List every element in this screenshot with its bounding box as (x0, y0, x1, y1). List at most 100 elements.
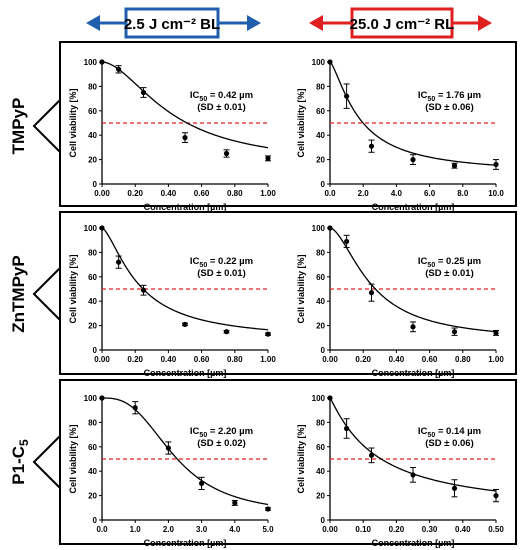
x-tick-label: 1.0 (130, 525, 142, 534)
data-point (99, 395, 105, 401)
x-axis-label: Concentration [µm] (372, 368, 455, 378)
chart-0-1: 0 20 40 60 80 100 0.0 2.0 4.0 6.0 8.0 10.0 Concentra… (296, 58, 504, 212)
x-tick-label: 0.60 (194, 355, 210, 364)
data-point (116, 259, 122, 265)
x-tick-label: 1.00 (260, 355, 276, 364)
data-point (99, 225, 105, 231)
data-point (265, 155, 271, 161)
chart-0-0: 0 20 40 60 80 100 0.00 0.20 0.40 0.60 0.80 1.00 Conc… (68, 58, 276, 212)
y-tick-label: 0 (321, 346, 326, 355)
data-point (199, 480, 205, 486)
ic50-value: = 0.22 µm (207, 256, 253, 267)
x-axis-label: Concentration [µm] (144, 202, 227, 212)
left-arrow-head-right (247, 15, 261, 31)
data-point (493, 330, 499, 336)
bracket (32, 99, 61, 153)
y-tick-label: 80 (88, 248, 97, 257)
ic50-prefix: IC (190, 426, 200, 437)
data-point (223, 150, 230, 157)
ic50-annotation: IC50 = 0.22 µm (190, 256, 253, 269)
x-tick-label: 0.0 (324, 189, 336, 198)
chart-2-0: 0 20 40 60 80 100 0.0 1.0 2.0 3.0 4.0 5.0 Concentrat… (68, 394, 274, 548)
y-axis-label: Cell viability [%] (296, 424, 306, 493)
y-axis-label: Cell viability [%] (68, 424, 78, 493)
data-point (410, 472, 416, 478)
data-point (327, 395, 333, 401)
y-tick-label: 40 (88, 131, 97, 140)
sd-annotation: (SD ± 0.01) (197, 102, 246, 113)
ic50-annotation: IC50 = 2.20 µm (190, 426, 253, 439)
x-tick-label: 0.40 (161, 189, 177, 198)
data-point (410, 157, 416, 163)
row-panel-tmpyp (59, 41, 517, 207)
x-tick-label: 4.0 (391, 189, 403, 198)
data-point (182, 321, 188, 327)
data-point (99, 59, 105, 65)
y-tick-label: 80 (316, 418, 325, 427)
data-point (344, 93, 350, 99)
y-tick-label: 0 (321, 180, 326, 189)
sd-annotation: (SD ± 0.01) (425, 268, 474, 279)
data-point (368, 290, 375, 296)
ic50-annotation: IC50 = 0.25 µm (418, 256, 481, 269)
y-axis-label: Cell viability [%] (68, 254, 78, 323)
data-point (451, 329, 458, 335)
header-right: 25.0 J cm⁻² RL (309, 7, 492, 39)
data-point (182, 135, 188, 141)
ic50-value: = 2.20 µm (207, 426, 253, 437)
fit-curve (102, 397, 269, 506)
ic50-prefix: IC (418, 256, 428, 267)
x-tick-label: 2.0 (358, 189, 370, 198)
x-tick-label: 5.0 (262, 525, 274, 534)
row-panel-zntmpyp (59, 211, 517, 375)
ic50-subscript: 50 (427, 262, 435, 269)
y-tick-label: 0 (93, 516, 98, 525)
x-tick-label: 3.0 (196, 525, 208, 534)
ic50-prefix: IC (418, 426, 428, 437)
y-tick-label: 60 (88, 443, 97, 452)
y-tick-label: 100 (312, 58, 326, 67)
ic50-subscript: 50 (199, 96, 207, 103)
x-tick-label: 0.40 (389, 355, 405, 364)
x-tick-label: 0.10 (355, 525, 371, 534)
sd-annotation: (SD ± 0.06) (425, 438, 474, 449)
bracket (32, 267, 61, 321)
ic50-subscript: 50 (199, 432, 207, 439)
bracket (32, 435, 61, 489)
row-label-zntmpyp: ZnTMPyP (9, 255, 61, 333)
fit-curve (101, 61, 269, 149)
x-tick-label: 0.50 (488, 525, 504, 534)
x-tick-label: 8.0 (457, 189, 469, 198)
compound-name: ZnTMPyP (9, 255, 28, 332)
compound-name: TMPyP (9, 98, 28, 155)
y-tick-label: 40 (316, 297, 325, 306)
y-tick-label: 40 (316, 131, 325, 140)
x-tick-label: 1.00 (488, 355, 504, 364)
data-point (410, 324, 416, 330)
data-point (116, 66, 122, 72)
data-point (132, 405, 138, 411)
y-tick-label: 60 (88, 107, 97, 116)
fit-curve (101, 227, 269, 331)
x-tick-label: 4.0 (229, 525, 241, 534)
data-point (327, 59, 333, 65)
y-axis-label: Cell viability [%] (68, 88, 78, 157)
ic50-value: = 0.14 µm (435, 426, 481, 437)
ic50-annotation: IC50 = 0.42 µm (190, 90, 253, 103)
y-tick-label: 60 (316, 443, 325, 452)
x-axis-label: Concentration [µm] (372, 202, 455, 212)
right-arrow-head-right (478, 15, 492, 31)
y-tick-label: 100 (312, 224, 326, 233)
y-tick-label: 0 (321, 516, 326, 525)
chart-2-1: 0 20 40 60 80 100 0.00 0.10 0.20 0.30 0.40 0.50 Conc… (296, 394, 504, 548)
fit-curve (329, 61, 497, 166)
x-tick-label: 0.40 (455, 525, 471, 534)
ic50-prefix: IC (190, 90, 200, 101)
y-tick-label: 40 (88, 467, 97, 476)
x-tick-label: 0.20 (127, 189, 143, 198)
chart-1-0: 0 20 40 60 80 100 0.00 0.20 0.40 0.60 0.80 1.00 Conc… (68, 224, 276, 378)
chart-1-1: 0 20 40 60 80 100 0.00 0.20 0.40 0.60 0.80 1.00 Conc… (296, 224, 504, 378)
y-tick-label: 20 (316, 156, 325, 165)
ic50-subscript: 50 (427, 432, 435, 439)
